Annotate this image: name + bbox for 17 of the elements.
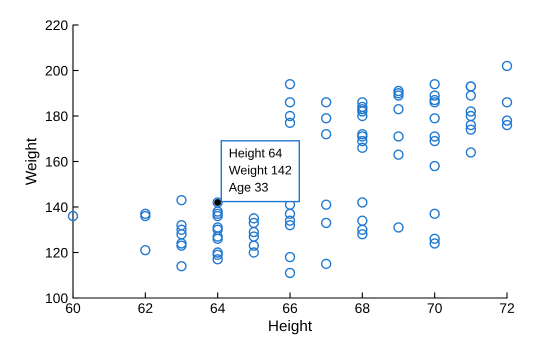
x-tick-label: 60 xyxy=(66,303,80,314)
y-tick-label: 100 xyxy=(46,293,68,304)
x-tick-label: 62 xyxy=(138,303,152,314)
annotation: Height 64 Weight 142 Age 33 xyxy=(228,148,292,194)
x-axis-title: Height xyxy=(269,320,312,334)
x-tick-label: 68 xyxy=(355,303,370,314)
y-tick-label: 160 xyxy=(46,156,68,167)
y-tick-label: 180 xyxy=(46,111,68,122)
y-tick-label: 120 xyxy=(46,248,68,258)
x-tick-label: 72 xyxy=(500,303,514,313)
y-tick-label: 140 xyxy=(46,202,68,212)
x-tick-label: 70 xyxy=(428,303,442,314)
y-axis-title: Weight xyxy=(25,138,40,186)
x-tick-label: 66 xyxy=(282,303,298,314)
x-tick-label: 64 xyxy=(210,303,225,314)
y-tick-label: 220 xyxy=(46,20,68,30)
y-tick-label: 200 xyxy=(46,66,68,76)
